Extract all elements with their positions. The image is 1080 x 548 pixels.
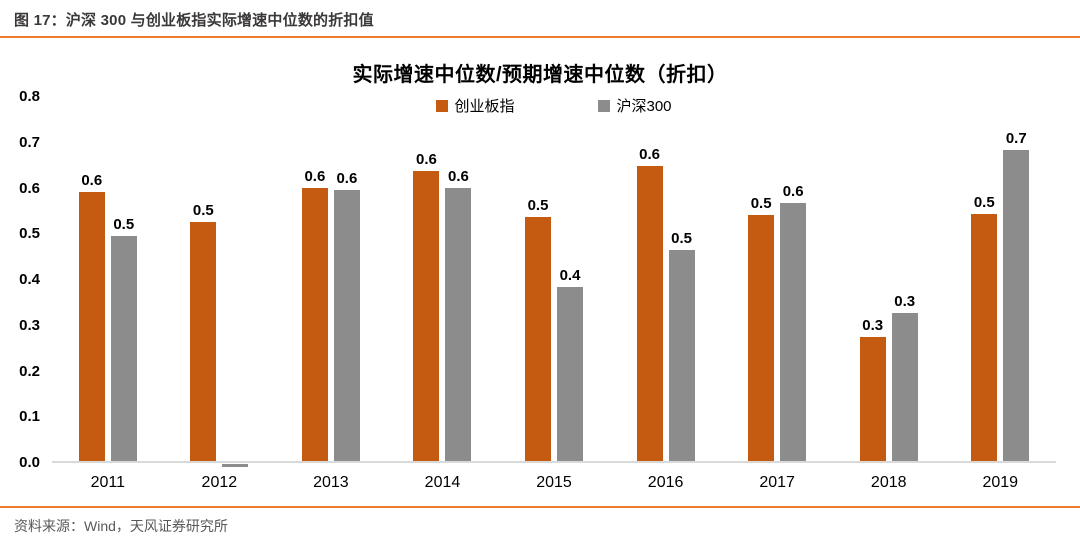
bar-value-label-2016-cybz: 0.6 xyxy=(639,146,661,163)
bar-group-2011: 0.6 0.5 xyxy=(52,97,164,461)
report-header: 图 17：沪深 300 与创业板指实际增速中位数的折扣值 xyxy=(0,0,1080,36)
bar-col-2015-cybz: 0.5 xyxy=(525,97,552,461)
bar-col-2018-hs300: 0.3 xyxy=(891,97,918,461)
report-footer: 资料来源：Wind，天风证券研究所 xyxy=(0,506,1080,548)
bar-col-2017-cybz: 0.5 xyxy=(748,97,775,461)
chart-title: 实际增速中位数/预期增速中位数（折扣） xyxy=(352,64,728,86)
bar-col-2019-hs300: 0.7 xyxy=(1003,97,1030,461)
bar-col-2016-hs300: 0.5 xyxy=(668,97,695,461)
bar-value-label-2016-hs300: 0.5 xyxy=(671,230,693,247)
y-tick-0.7: 0.7 xyxy=(19,133,40,151)
bar-group-2015: 0.5 0.4 xyxy=(498,97,610,461)
bar-col-2017-hs300: 0.6 xyxy=(780,97,807,461)
bar-col-2014-hs300: 0.6 xyxy=(445,97,472,461)
bar-2019-cybz xyxy=(971,214,998,461)
chart-container: 实际增速中位数/预期增速中位数（折扣） 创业板指 沪深300 0.8 0.7 0.6… xyxy=(0,58,1080,492)
bar-2012-cybz xyxy=(190,222,217,461)
bar-2017-cybz xyxy=(748,215,775,461)
y-tick-0.1: 0.1 xyxy=(19,408,40,426)
bar-value-label-2018-hs300: 0.3 xyxy=(894,293,916,310)
bar-2013-cybz xyxy=(301,188,328,461)
bar-value-label-2017-hs300: 0.6 xyxy=(782,183,804,200)
bar-group-2019: 0.5 0.7 xyxy=(945,97,1057,461)
bar-value-label-2013-cybz: 0.6 xyxy=(304,168,326,185)
x-tick-2014: 2014 xyxy=(424,474,461,491)
source-note: 资料来源：Wind，天风证券研究所 xyxy=(14,518,228,534)
bar-col-2011-hs300: 0.5 xyxy=(110,97,137,461)
footer-rule xyxy=(0,506,1080,508)
x-tick-2012: 2012 xyxy=(201,474,238,491)
bar-2018-hs300 xyxy=(891,313,918,461)
bar-2011-hs300 xyxy=(110,236,137,461)
y-tick-0.3: 0.3 xyxy=(19,316,40,334)
bar-col-2015-hs300: 0.4 xyxy=(557,97,584,461)
bar-col-2014-cybz: 0.6 xyxy=(413,97,440,461)
bar-value-label-2015-hs300: 0.4 xyxy=(559,267,581,284)
y-tick-0.6: 0.6 xyxy=(19,179,40,197)
bar-2013-hs300 xyxy=(333,190,360,461)
bar-value-label-2019-hs300: 0.7 xyxy=(1005,130,1027,147)
bar-group-2014: 0.6 0.6 xyxy=(387,97,499,461)
bar-group-2017: 0.5 0.6 xyxy=(721,97,833,461)
bar-col-2011-cybz: 0.6 xyxy=(78,97,105,461)
bar-2012-hs300 xyxy=(222,464,249,467)
x-tick-2019: 2019 xyxy=(982,474,1019,491)
bar-value-label-2018-cybz: 0.3 xyxy=(862,317,884,334)
bar-col-2012-cybz: 0.5 xyxy=(190,97,217,461)
bar-value-label-2014-cybz: 0.6 xyxy=(416,151,437,168)
figure-title: 图 17：沪深 300 与创业板指实际增速中位数的折扣值 xyxy=(14,12,374,29)
x-axis: 2011 2012 2013 2014 2015 2016 2017 2018 2019 xyxy=(52,463,1056,492)
bar-2017-hs300 xyxy=(780,203,807,461)
y-tick-0.8: 0.8 xyxy=(19,88,40,105)
y-tick-0.2: 0.2 xyxy=(19,362,40,380)
x-tick-2011: 2011 xyxy=(90,474,125,491)
x-tick-2017: 2017 xyxy=(759,474,795,491)
bar-2015-hs300 xyxy=(557,287,584,461)
bar-col-2012-hs300 xyxy=(222,97,249,467)
header-rule xyxy=(0,36,1080,38)
x-tick-2016: 2016 xyxy=(647,474,684,491)
x-tick-2013: 2013 xyxy=(313,474,349,491)
bar-value-label-2011-cybz: 0.6 xyxy=(81,172,103,189)
bar-col-2013-cybz: 0.6 xyxy=(301,97,328,461)
bar-group-2012: 0.5 xyxy=(164,97,276,467)
bar-col-2018-cybz: 0.3 xyxy=(859,97,886,461)
bar-value-label-2019-cybz: 0.5 xyxy=(973,194,995,211)
bar-col-2013-hs300: 0.6 xyxy=(333,97,360,461)
x-tick-2018: 2018 xyxy=(870,474,907,491)
plot-wrap: 创业板指 沪深300 0.8 0.7 0.6 0.5 0.4 0.3 0.2 0.1 0.0 0… xyxy=(0,88,1080,492)
bar-value-label-2014-hs300: 0.6 xyxy=(448,168,469,185)
bar-group-2016: 0.6 0.5 xyxy=(610,97,722,461)
y-axis: 0.8 0.7 0.6 0.5 0.4 0.3 0.2 0.1 0.0 xyxy=(0,88,52,471)
y-tick-0.0: 0.0 xyxy=(19,454,40,471)
plot-area: 0.6 0.5 0.5 0.6 0.6 0.6 0.6 0.5 0.4 0.6 0.5 0.5 0.6 0… xyxy=(52,97,1057,467)
bar-2019-hs300 xyxy=(1003,150,1030,461)
bar-group-2018: 0.3 0.3 xyxy=(833,97,945,461)
bar-value-label-2012-cybz: 0.5 xyxy=(192,202,214,219)
bar-2014-hs300 xyxy=(445,188,472,461)
y-tick-0.5: 0.5 xyxy=(19,225,40,243)
plot-row: 0.8 0.7 0.6 0.5 0.4 0.3 0.2 0.1 0.0 0.6 0.5 0.5 0.6… xyxy=(0,88,1080,471)
bar-2016-cybz xyxy=(636,166,663,461)
bar-2011-cybz xyxy=(78,192,105,461)
bar-value-label-2013-hs300: 0.6 xyxy=(336,170,358,187)
bar-2016-hs300 xyxy=(668,250,695,461)
x-tick-2015: 2015 xyxy=(536,474,572,491)
y-tick-0.4: 0.4 xyxy=(19,271,40,288)
bar-col-2019-cybz: 0.5 xyxy=(971,97,998,461)
bar-2018-cybz xyxy=(859,337,886,461)
bar-2015-cybz xyxy=(525,217,552,461)
bar-col-2016-cybz: 0.6 xyxy=(636,97,663,461)
bar-2014-cybz xyxy=(413,171,440,461)
bar-value-label-2015-cybz: 0.5 xyxy=(527,197,549,214)
bar-value-label-2017-cybz: 0.5 xyxy=(750,195,772,212)
bar-value-label-2011-hs300: 0.5 xyxy=(113,216,135,233)
bar-group-2013: 0.6 0.6 xyxy=(275,97,387,461)
